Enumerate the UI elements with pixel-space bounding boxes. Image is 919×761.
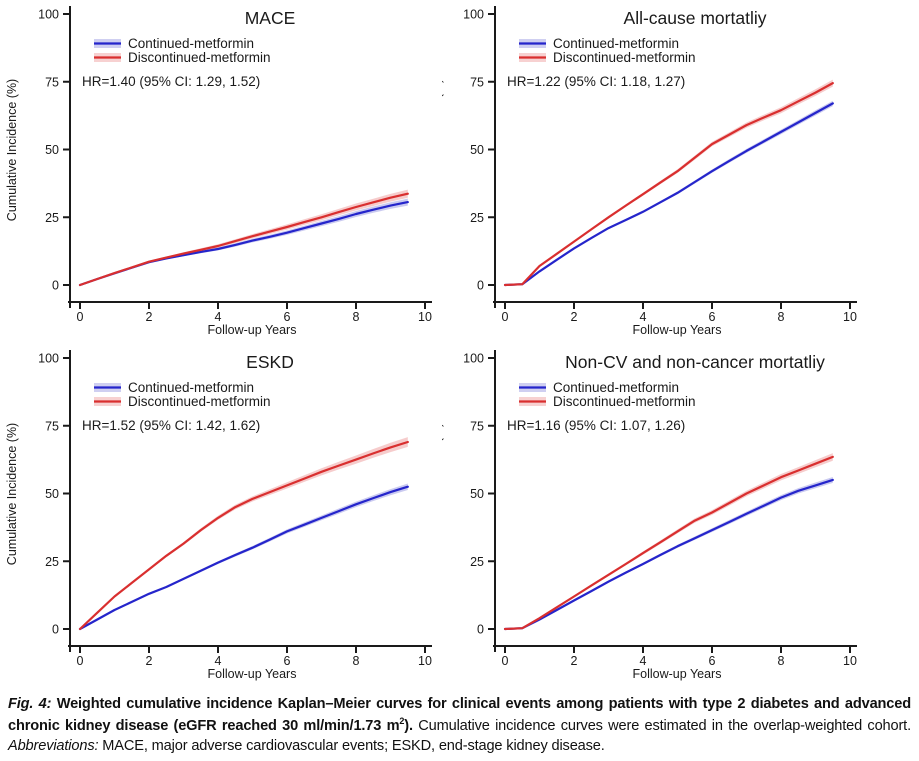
x-tick-label: 2 — [146, 310, 153, 324]
y-tick-label: 25 — [470, 555, 484, 569]
y-tick-label: 100 — [463, 8, 484, 22]
legend-label-continued: Continued-metformin — [128, 36, 254, 51]
figure-caption: Fig. 4: Weighted cumulative incidence Ka… — [0, 688, 919, 757]
eskd-chart: 0 25 50 75 100 0 2 4 6 8 10 Cumulative Incidence (%… — [5, 350, 432, 681]
hr-annotation: HR=1.16 (95% CI: 1.07, 1.26) — [507, 418, 685, 433]
x-tick-label: 10 — [843, 654, 857, 668]
x-tick-label: 0 — [502, 654, 509, 668]
panel-title: MACE — [245, 8, 296, 28]
x-tick-label: 6 — [709, 310, 716, 324]
ci-band-continued — [505, 477, 833, 630]
x-axis-title: Follow-up Years — [208, 323, 297, 337]
caption-abbrev-text: MACE, major adverse cardiovascular event… — [102, 738, 605, 755]
hr-annotation: HR=1.52 (95% CI: 1.42, 1.62) — [82, 418, 260, 433]
panel-title: Non-CV and non-cancer mortatliy — [565, 352, 825, 372]
hr-annotation: HR=1.22 (95% CI: 1.18, 1.27) — [507, 74, 685, 89]
y-tick-label: 0 — [477, 623, 484, 637]
caption-regular-text: Cumulative incidence curves were estimat… — [418, 717, 911, 734]
y-tick-label: 50 — [470, 487, 484, 501]
curve-discontinued — [503, 81, 834, 287]
x-tick-label: 8 — [778, 654, 785, 668]
y-tick-label: 75 — [45, 75, 59, 89]
y-tick-label: 0 — [477, 279, 484, 293]
curve-discontinued — [503, 455, 834, 631]
y-tick-label: 50 — [45, 143, 59, 157]
panel-non-cv-non-cancer-mortality: 0 25 50 75 100 0 2 4 6 8 10 Cumulative Incidence (%… — [442, 344, 919, 688]
x-tick-label: 2 — [571, 310, 578, 324]
x-tick-label: 0 — [77, 654, 84, 668]
x-tick-label: 4 — [640, 654, 647, 668]
ci-band-continued — [505, 100, 833, 286]
caption-fig-label: Fig. 4: — [8, 696, 52, 712]
curve-discontinued — [78, 440, 409, 631]
y-tick-label: 75 — [45, 419, 59, 433]
x-tick-label: 6 — [709, 654, 716, 668]
legend-label-discontinued: Discontinued-metformin — [128, 394, 271, 409]
x-tick-label: 8 — [353, 654, 360, 668]
panel-all-cause-mortality: 0 25 50 75 100 0 2 4 6 8 10 Cumulative Incidence (%… — [442, 0, 919, 344]
legend-label-discontinued: Discontinued-metformin — [553, 394, 696, 409]
non-cv-non-cancer-mortality-chart: 0 25 50 75 100 0 2 4 6 8 10 Cumulative Incidence (%… — [442, 350, 857, 681]
caption-superscript: 2 — [399, 715, 405, 726]
panel-title: ESKD — [246, 352, 294, 372]
mace-chart: 0 25 50 75 100 0 2 4 6 8 10 Cumulative Incidence (%… — [5, 6, 432, 337]
legend-label-continued: Continued-metformin — [128, 380, 254, 395]
curve-continued — [78, 485, 409, 631]
hr-annotation: HR=1.40 (95% CI: 1.29, 1.52) — [82, 74, 260, 89]
x-tick-label: 0 — [502, 310, 509, 324]
x-tick-label: 6 — [284, 310, 291, 324]
all-cause-mortality-chart: 0 25 50 75 100 0 2 4 6 8 10 Cumulative Incidence (%… — [442, 6, 857, 337]
y-tick-label: 25 — [470, 211, 484, 225]
x-axis-title: Follow-up Years — [633, 667, 722, 681]
y-tick-label: 25 — [45, 211, 59, 225]
x-tick-label: 8 — [778, 310, 785, 324]
caption-bold-text: Weighted cumulative incidence Kaplan–Mei… — [8, 696, 912, 734]
panel-mace: 0 25 50 75 100 0 2 4 6 8 10 Cumulative Incidence (%… — [0, 0, 442, 344]
y-tick-label: 75 — [470, 419, 484, 433]
x-tick-label: 4 — [215, 654, 222, 668]
caption-abbrev-label: Abbreviations: — [8, 738, 99, 755]
y-axis-title: Cumulative Incidence (%) — [5, 79, 19, 221]
x-axis-title: Follow-up Years — [633, 323, 722, 337]
y-tick-label: 100 — [38, 352, 59, 366]
x-tick-label: 2 — [146, 654, 153, 668]
x-tick-label: 4 — [640, 310, 647, 324]
y-tick-label: 100 — [38, 8, 59, 22]
y-tick-label: 50 — [470, 143, 484, 157]
x-axis-title: Follow-up Years — [208, 667, 297, 681]
legend-label-discontinued: Discontinued-metformin — [128, 50, 271, 65]
x-tick-label: 4 — [215, 310, 222, 324]
y-tick-label: 50 — [45, 487, 59, 501]
y-tick-label: 75 — [470, 75, 484, 89]
panel-eskd: 0 25 50 75 100 0 2 4 6 8 10 Cumulative Incidence (%… — [0, 344, 442, 688]
x-tick-label: 0 — [77, 310, 84, 324]
x-tick-label: 2 — [571, 654, 578, 668]
y-axis-title: Cumulative Incidence (%) — [442, 79, 444, 221]
curve-continued — [503, 478, 834, 631]
y-tick-label: 100 — [463, 352, 484, 366]
legend-label-discontinued: Discontinued-metformin — [553, 50, 696, 65]
y-tick-label: 25 — [45, 555, 59, 569]
y-tick-label: 0 — [52, 279, 59, 293]
legend-label-continued: Continued-metformin — [553, 36, 679, 51]
x-tick-label: 10 — [843, 310, 857, 324]
x-tick-label: 10 — [418, 654, 432, 668]
kaplan-meier-figure: 0 25 50 75 100 0 2 4 6 8 10 Cumulative Incidence (%… — [0, 0, 919, 688]
panel-title: All-cause mortatliy — [624, 8, 767, 28]
y-axis-title: Cumulative Incidence (%) — [442, 423, 444, 565]
curve-continued — [503, 102, 834, 287]
x-tick-label: 10 — [418, 310, 432, 324]
y-tick-label: 0 — [52, 623, 59, 637]
legend-label-continued: Continued-metformin — [553, 380, 679, 395]
ci-band-discontinued — [505, 453, 833, 630]
x-tick-label: 8 — [353, 310, 360, 324]
ci-band-discontinued — [80, 437, 408, 630]
curve-discontinued — [78, 192, 409, 287]
x-tick-label: 6 — [284, 654, 291, 668]
y-axis-title: Cumulative Incidence (%) — [5, 423, 19, 565]
